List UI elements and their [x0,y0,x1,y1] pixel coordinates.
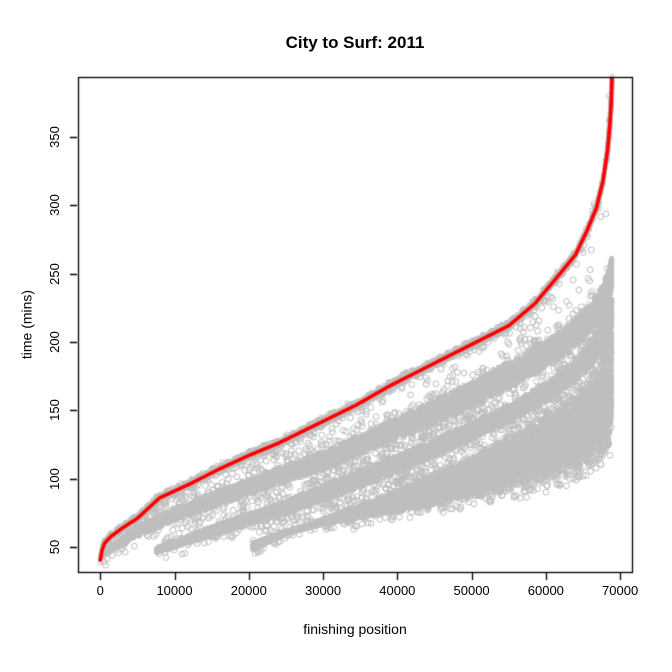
chart-title: City to Surf: 2011 [285,33,425,52]
x-tick-label: 70000 [602,583,639,598]
y-axis-label: time (mins) [18,289,35,360]
y-tick-label: 150 [47,399,62,422]
x-tick-label: 30000 [304,583,342,598]
y-tick-label: 100 [47,467,62,490]
x-tick-label: 0 [96,583,104,598]
y-tick-label: 300 [47,194,62,217]
x-tick-label: 50000 [453,583,490,598]
x-tick-label: 10000 [156,583,193,598]
x-tick-label: 40000 [379,583,416,598]
x-axis-label: finishing position [303,621,407,637]
y-tick-label: 50 [47,539,62,555]
y-tick-label: 200 [47,331,62,353]
x-tick-label: 60000 [527,583,564,598]
y-tick-label: 250 [47,262,62,285]
y-tick-label: 350 [47,126,62,148]
x-tick-label: 20000 [230,583,267,598]
